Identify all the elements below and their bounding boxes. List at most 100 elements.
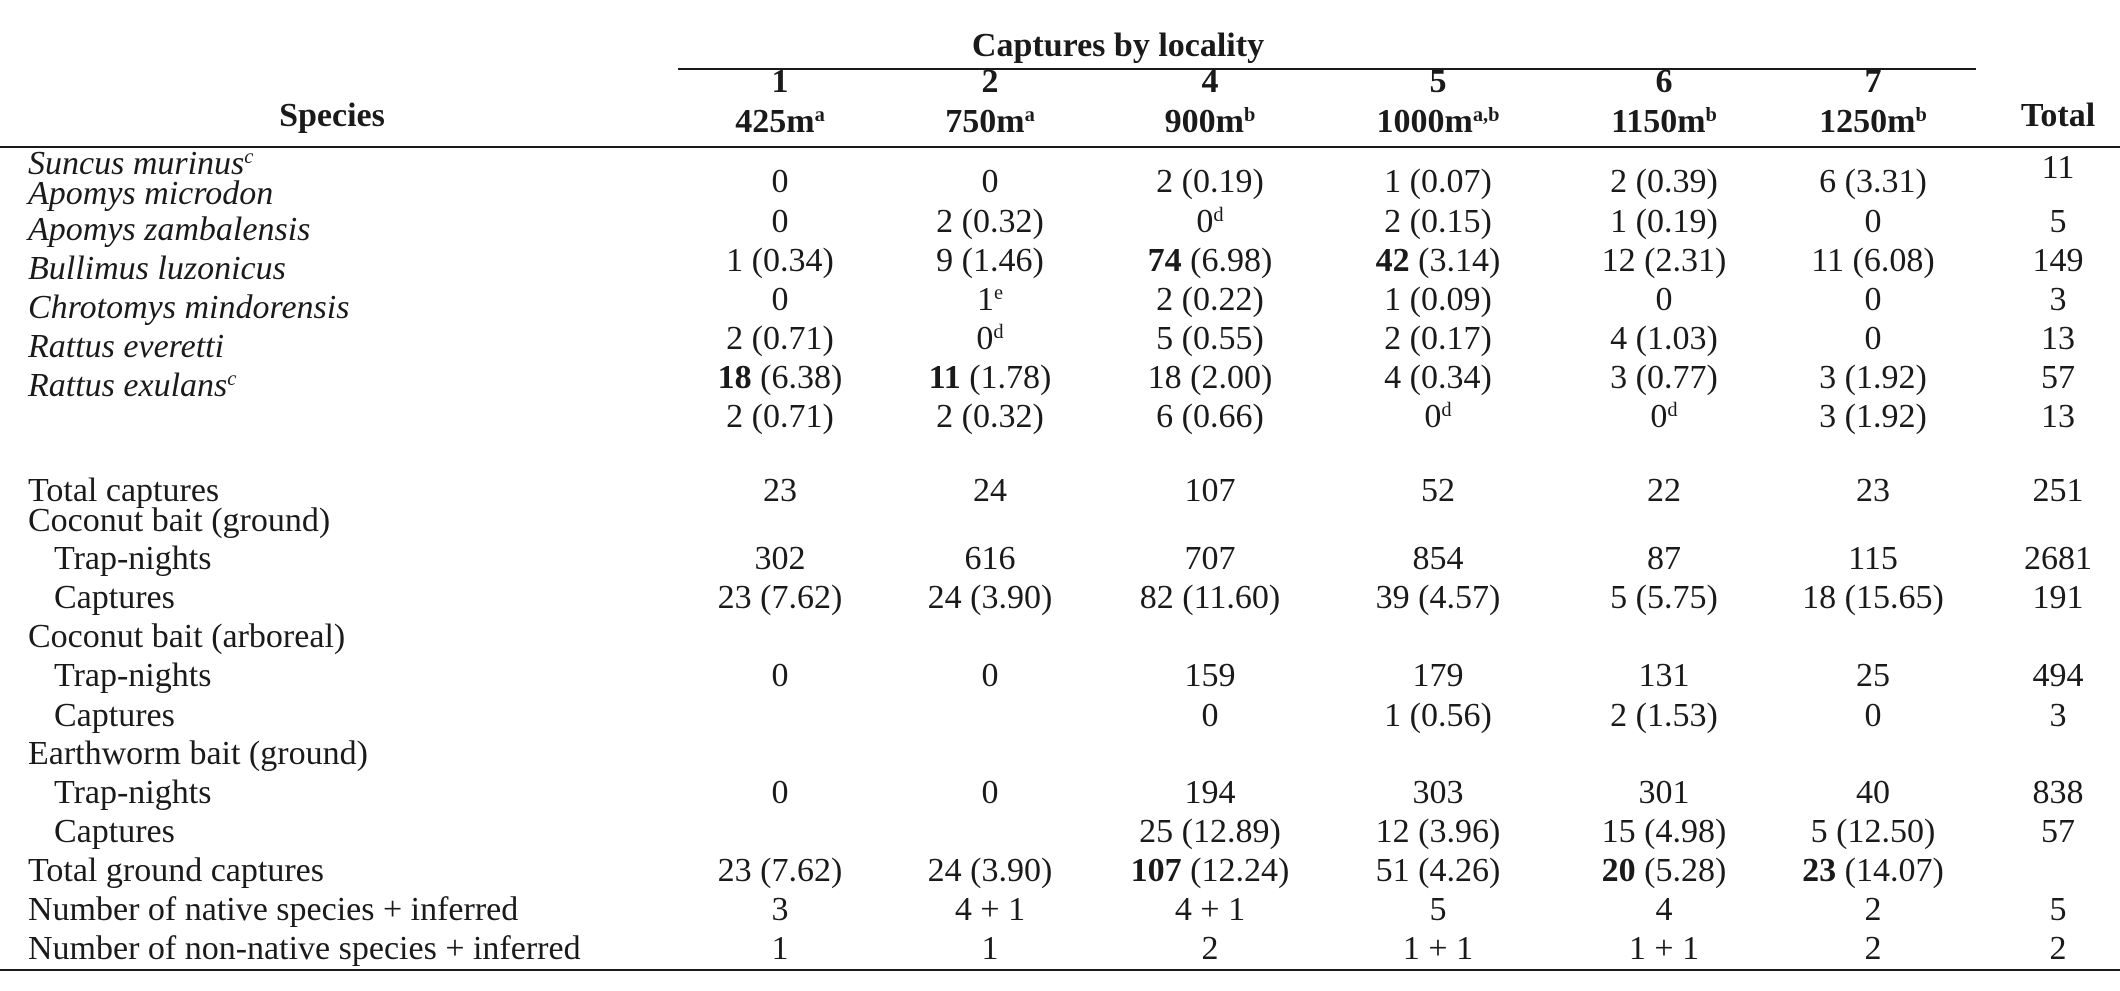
row-label-text: Bullimus luzonicus <box>28 250 286 287</box>
cell-value: 52 <box>1421 472 1455 509</box>
row-label-text: Rattus exulans <box>28 367 228 404</box>
row-label: Rattus exulansc <box>28 366 236 406</box>
table-cell: 52 <box>1421 471 1455 511</box>
row-label: Captures <box>54 696 175 736</box>
table-cell: 1 <box>982 929 999 969</box>
row-label: Number of native species + inferred <box>28 890 518 930</box>
table-cell: 1 (0.19) <box>1610 202 1718 242</box>
table-cell: 1 (0.56) <box>1384 696 1492 736</box>
cell-value: 2 (0.39) <box>1610 163 1718 200</box>
cell-value: 87 <box>1647 540 1681 577</box>
table-cell: 194 <box>1185 773 1236 813</box>
table-cell: 24 <box>973 471 1007 511</box>
cell-bold-value: 107 <box>1130 852 1182 889</box>
locality-elevation-value: 1000m <box>1376 103 1473 140</box>
cell-value: 616 <box>964 540 1016 577</box>
table-cell: 179 <box>1413 656 1464 696</box>
row-label-text: Number of native species + inferred <box>28 891 519 928</box>
cell-value: 25 <box>1856 657 1890 694</box>
table-cell: 2 (0.39) <box>1610 162 1718 202</box>
cell-value: 0 <box>1655 281 1673 318</box>
table-cell: 1 (0.07) <box>1384 162 1492 202</box>
cell-footnote: d <box>1667 398 1678 421</box>
row-label: Coconut bait (arboreal) <box>28 617 345 657</box>
cell-value: 1 + 1 <box>1628 930 1700 967</box>
table-cell: 301 <box>1639 773 1690 813</box>
table-cell: 707 <box>1185 539 1236 579</box>
locality-elevation: 1000ma,b <box>1377 102 1500 142</box>
cell-value: 179 <box>1412 657 1464 694</box>
cell-value: 5 (0.55) <box>1156 320 1264 357</box>
table-cell: 74 (6.98) <box>1148 241 1273 281</box>
table-cell: 1 (0.09) <box>1384 280 1492 320</box>
total-cell: 2 <box>2049 930 2067 967</box>
table-cell: 5 (12.50) <box>1811 812 1936 852</box>
locality-elevation-footnote: b <box>1243 103 1256 126</box>
cell-value: 12 (2.31) <box>1601 242 1727 279</box>
locality-elevation-footnote: b <box>1705 103 1717 126</box>
cell-value: (14.07) <box>1836 852 1944 889</box>
cell-value: 1 <box>976 281 994 318</box>
total-cell: 57 <box>2041 359 2075 396</box>
cell-value: 0 <box>976 320 994 357</box>
locality-number: 1 <box>771 63 789 100</box>
total-cell: 5 <box>2049 891 2067 928</box>
locality-number: 5 <box>1429 63 1447 100</box>
cell-value: 0 <box>771 163 789 200</box>
locality-elevation-footnote: a <box>814 103 825 126</box>
table-cell: 12 (2.31) <box>1602 241 1727 281</box>
total-cell: 251 <box>2032 472 2084 509</box>
table-cell: 5 (0.55) <box>1156 319 1264 359</box>
cell-value: 23 <box>763 472 797 509</box>
table-cell: 4 + 1 <box>955 890 1025 930</box>
total-header: Total <box>2020 97 2096 134</box>
table-cell: 4 (1.03) <box>1610 319 1718 359</box>
cell-value: 2 (0.71) <box>726 320 834 357</box>
cell-value: 4 (0.34) <box>1384 359 1492 396</box>
row-label: Total ground captures <box>28 851 324 891</box>
cell-value: 23 (7.62) <box>717 852 843 889</box>
table-cell: 11 (1.78) <box>929 358 1052 398</box>
species-header: Species <box>279 97 385 134</box>
row-label-text: Rattus everetti <box>28 328 225 365</box>
table-cell: 22 <box>1647 471 1681 511</box>
locality-elevation-value: 900m <box>1164 103 1244 140</box>
row-label-text: Earthworm bait (ground) <box>28 735 368 772</box>
cell-value: 2 (0.15) <box>1384 203 1492 240</box>
locality-number: 4 <box>1201 63 1219 100</box>
table-cell: 87 <box>1647 539 1681 579</box>
table-cell: 0d <box>1196 202 1223 242</box>
cell-value: 40 <box>1856 774 1890 811</box>
table-cell: 115 <box>1848 539 1898 579</box>
table-cell: 302 <box>755 539 806 579</box>
bottom-rule <box>0 969 2120 971</box>
cell-value: 707 <box>1184 540 1236 577</box>
total-cell: 57 <box>2041 813 2075 850</box>
cell-value: 25 (12.89) <box>1139 813 1281 850</box>
table-cell: 40 <box>1856 773 1890 813</box>
total-cell: 2681 <box>2024 540 2092 577</box>
cell-value: 4 + 1 <box>1174 891 1246 928</box>
cell-value: 0 <box>1424 398 1442 435</box>
cell-value: 303 <box>1412 774 1464 811</box>
locality-elevation-footnote: a <box>1024 103 1035 126</box>
table-cell: 2 (0.32) <box>936 202 1044 242</box>
table-cell: 18 (15.65) <box>1802 578 1944 618</box>
table-cell: 0 <box>1865 280 1882 320</box>
cell-value: 22 <box>1647 472 1681 509</box>
row-label-text: Total captures <box>28 472 220 509</box>
locality-elevation: 750ma <box>945 102 1035 142</box>
cell-value: (12.24) <box>1181 852 1290 889</box>
table-cell: 1 + 1 <box>1629 929 1699 969</box>
row-label-text: Trap-nights <box>54 774 212 811</box>
row-label: Trap-nights <box>54 539 211 579</box>
table-cell: 18 (2.00) <box>1148 358 1273 398</box>
group-header: Captures by locality <box>971 27 1265 64</box>
table-cell: 0 <box>772 656 789 696</box>
table-cell: 23 (14.07) <box>1802 851 1944 891</box>
cell-footnote: d <box>1213 203 1224 226</box>
table-cell: 9 (1.46) <box>936 241 1044 281</box>
table-cell: 0 <box>982 656 999 696</box>
total-cell: 3 <box>2049 697 2067 734</box>
table-cell: 1 + 1 <box>1403 929 1473 969</box>
